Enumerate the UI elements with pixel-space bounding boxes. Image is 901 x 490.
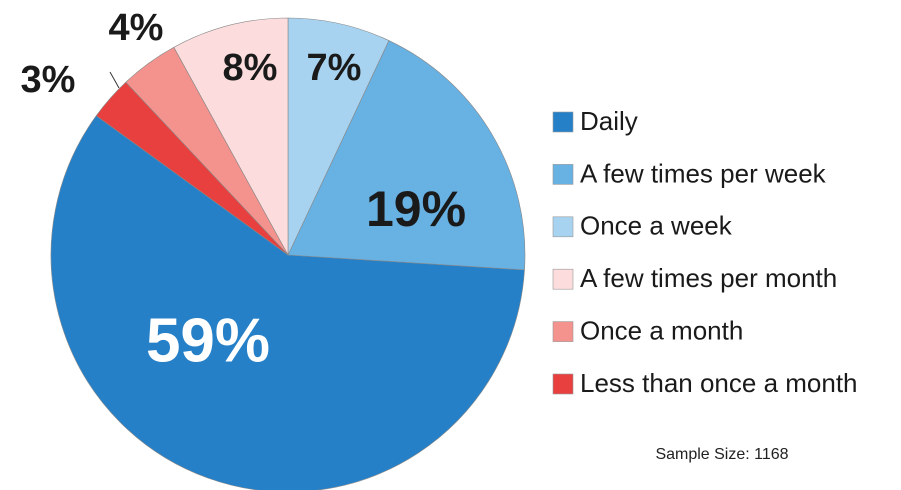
legend-label: Once a month — [580, 315, 743, 345]
slice-label: 3% — [21, 59, 76, 101]
pie-slice — [287, 40, 526, 271]
pie-slice — [287, 17, 390, 256]
legend-swatch — [552, 373, 574, 395]
legend-swatch — [552, 111, 574, 133]
legend-label: Once a week — [580, 211, 733, 241]
pie-slice — [95, 81, 289, 256]
legend-swatch — [552, 216, 574, 238]
slice-label: 8% — [223, 47, 278, 89]
slice-label: 59% — [146, 306, 270, 375]
pie-slice — [173, 17, 289, 256]
slice-label: 7% — [307, 47, 362, 89]
leader-line — [109, 71, 120, 89]
legend-label: Daily — [580, 106, 638, 136]
pie-slice — [50, 115, 525, 490]
slice-label: 19% — [366, 181, 466, 237]
legend-swatch — [552, 164, 574, 185]
sample-size-note: Sample Size: 1168 — [655, 446, 788, 463]
legend-label: A few times per week — [580, 158, 827, 188]
legend-swatch — [552, 268, 574, 290]
legend-label: A few times per month — [580, 263, 837, 293]
slice-label: 4% — [109, 7, 164, 49]
legend-swatch — [552, 321, 574, 342]
legend-label: Less than once a month — [580, 368, 858, 398]
